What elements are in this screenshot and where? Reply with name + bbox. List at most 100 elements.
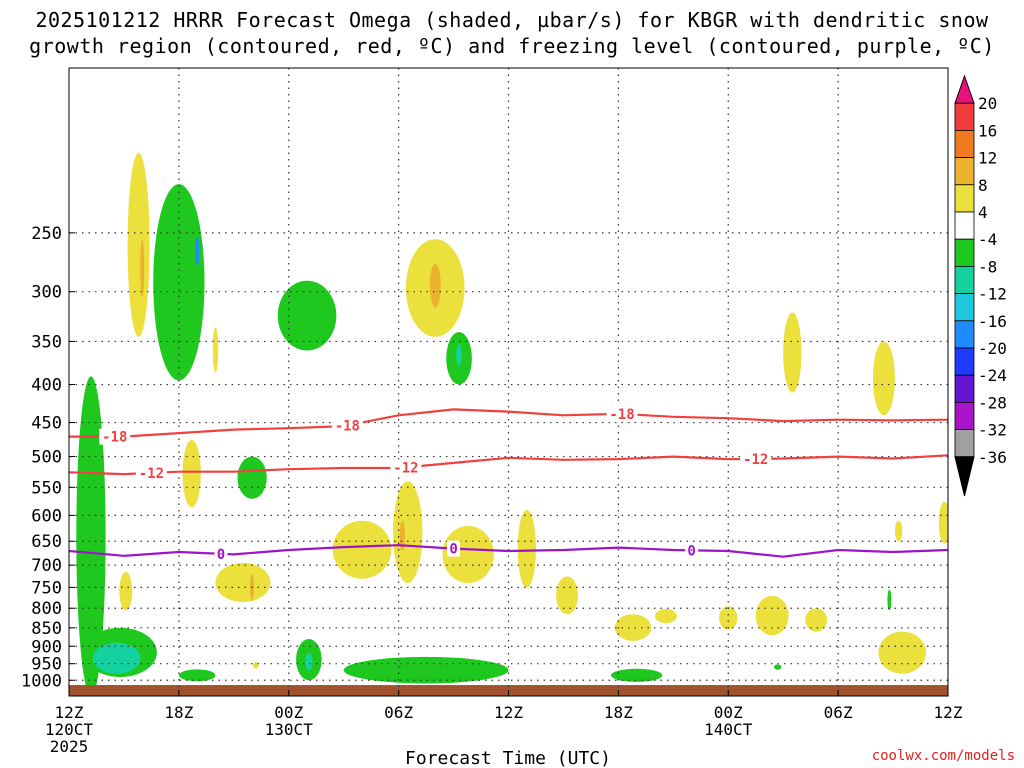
omega-region-21 — [872, 341, 895, 416]
dgz_minus12-label-bg-1 — [390, 459, 422, 476]
ytick-label-800: 800 — [31, 599, 62, 619]
xtick-label-2-1: 00Z — [274, 703, 303, 722]
colorbar-bin-4 — [954, 184, 975, 213]
xtick-label-7-1: 06Z — [824, 703, 853, 722]
colorbar-label-13: -36 — [978, 448, 1007, 467]
y-axis: 2503003504004505005506006507007508008509… — [21, 224, 75, 691]
ytick-label-1000: 1000 — [21, 671, 62, 691]
colorbar-label-12: -32 — [978, 421, 1007, 440]
credit-text: coolwx.com/models — [872, 748, 1015, 764]
ytick-label-700: 700 — [31, 556, 62, 576]
freezing_level-label-bg-1 — [447, 540, 461, 557]
colorbar-bin-9 — [954, 320, 975, 349]
colorbar-label-6: -8 — [978, 257, 997, 276]
chart-title-line1: 2025101212 HRRR Forecast Omega (shaded, … — [35, 8, 989, 32]
xtick-label-5-1: 18Z — [604, 703, 633, 722]
xtick-label-8-1: 12Z — [934, 703, 963, 722]
colorbar-label-4: 4 — [978, 203, 988, 222]
gridlines — [69, 68, 948, 696]
colorbar-bin-1 — [954, 102, 975, 131]
xtick-label-6-2: 140CT — [704, 720, 753, 739]
omega-region-16 — [140, 239, 145, 298]
xtick-label-3-1: 06Z — [384, 703, 413, 722]
dgz_minus12-label-1: -12 — [393, 460, 418, 476]
omega-region-35 — [719, 606, 738, 630]
omega-region-30 — [119, 571, 133, 611]
freezing_level-label-0: 0 — [217, 547, 225, 563]
omega-region-41 — [887, 589, 892, 611]
omega-region-32 — [556, 576, 579, 615]
omega-region-34 — [655, 609, 677, 624]
ytick-label-350: 350 — [31, 332, 62, 352]
colorbar-label-9: -20 — [978, 339, 1007, 358]
colorbar-bin-13 — [954, 429, 975, 458]
omega-region-14 — [774, 664, 782, 670]
omega-region-10 — [305, 653, 313, 671]
xtick-label-2-2: 130CT — [265, 720, 314, 739]
colorbar-label-10: -24 — [978, 366, 1007, 385]
colorbar-bin-6 — [954, 238, 975, 267]
colorbar-label-0: 20 — [978, 94, 997, 113]
ytick-label-750: 750 — [31, 578, 62, 598]
ytick-label-450: 450 — [31, 414, 62, 434]
colorbar-bin-8 — [954, 293, 975, 322]
omega-region-5 — [277, 280, 337, 351]
dgz_minus12-label-0: -12 — [139, 466, 164, 482]
omega-region-24 — [393, 481, 423, 584]
omega-region-17 — [212, 327, 219, 373]
contour-labels: -18 -18 -18 -12 -12 -12 0 0 0 — [99, 406, 772, 563]
colorbar-bin-7 — [954, 265, 975, 294]
dgz_minus18-label-bg-1 — [331, 417, 363, 434]
freezing_level-label-bg-0 — [214, 545, 228, 562]
dgz_minus18-label-2: -18 — [609, 407, 634, 423]
omega-region-7 — [456, 344, 462, 366]
colorbar-label-7: -12 — [978, 285, 1007, 304]
colorbar-label-8: -16 — [978, 312, 1007, 331]
colorbar-bin-11 — [954, 374, 975, 403]
omega-region-37 — [805, 608, 828, 632]
xtick-label-0-1: 12Z — [55, 703, 84, 722]
colorbar-bin-5 — [954, 211, 975, 240]
ytick-label-500: 500 — [31, 448, 62, 468]
freezing_level-label-2: 0 — [687, 543, 695, 559]
xtick-label-0-2: 120CT — [45, 720, 94, 739]
dgz_minus18-label-bg-0 — [99, 428, 131, 445]
xtick-label-0-3: 2025 — [50, 737, 89, 756]
omega-region-40 — [894, 520, 903, 542]
omega-region-2 — [92, 642, 141, 674]
omega-region-13 — [611, 668, 663, 682]
omega-region-4 — [195, 236, 200, 266]
chart-title-line2: growth region (contoured, red, ºC) and f… — [29, 34, 995, 58]
colorbar-label-5: -4 — [978, 230, 997, 249]
omega-region-20 — [783, 312, 802, 393]
omega-region-8 — [237, 456, 267, 499]
omega-region-27 — [517, 509, 536, 588]
dgz_minus12-label-2: -12 — [743, 452, 768, 468]
omega-region-26 — [442, 525, 494, 584]
colorbar: 20 16 12 8 4 -4 -8 -12 -16 -20 -24 -28 -32 -36 — [954, 74, 1007, 497]
colorbar-bin-3 — [954, 157, 975, 186]
omega-region-39 — [938, 501, 948, 544]
colorbar-bin-2 — [954, 129, 975, 158]
omega-region-12 — [178, 669, 216, 682]
colorbar-bin-12 — [954, 401, 975, 430]
omega-region-28 — [215, 562, 271, 603]
freezing_level-label-bg-2 — [685, 542, 699, 559]
dgz_minus18-line — [69, 408, 948, 438]
colorbar-label-2: 12 — [978, 149, 997, 168]
ytick-label-850: 850 — [31, 619, 62, 639]
omega-region-0 — [76, 376, 106, 696]
x-axis-label: Forecast Time (UTC) — [405, 748, 611, 768]
colorbar-bin-14 — [954, 456, 975, 497]
ytick-label-900: 900 — [31, 637, 62, 657]
colorbar-bin-0 — [954, 74, 975, 104]
colorbar-label-11: -28 — [978, 393, 1007, 412]
omega-region-23 — [332, 520, 392, 579]
ytick-label-250: 250 — [31, 224, 62, 244]
colorbar-label-1: 16 — [978, 121, 997, 140]
xtick-label-1-1: 18Z — [164, 703, 193, 722]
colorbar-bin-10 — [954, 347, 975, 376]
ytick-label-950: 950 — [31, 655, 62, 675]
